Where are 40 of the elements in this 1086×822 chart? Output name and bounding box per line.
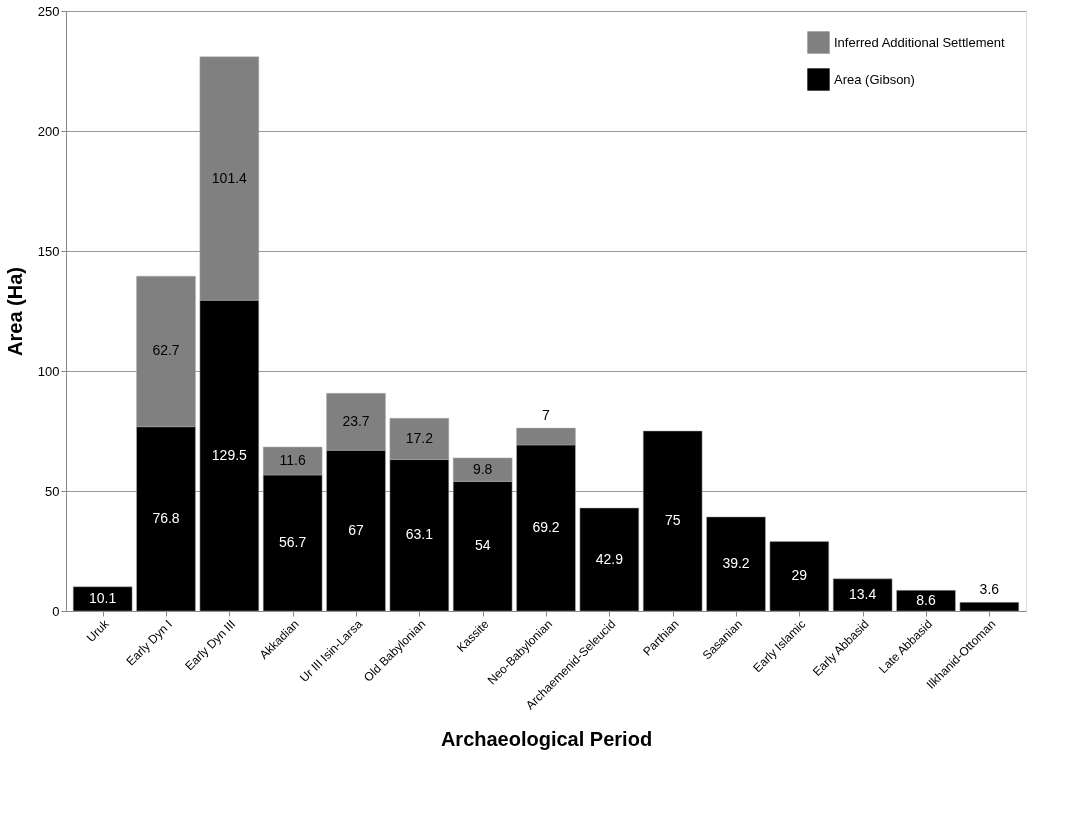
data-label: 23.7 xyxy=(342,412,370,429)
data-label: 8.6 xyxy=(916,591,936,608)
y-tick-label: 250 xyxy=(37,3,60,19)
data-label: 56.7 xyxy=(279,533,307,550)
bar xyxy=(706,516,766,612)
data-label: 67 xyxy=(348,521,364,538)
data-label: 13.4 xyxy=(849,585,877,602)
data-label: 54 xyxy=(474,537,491,554)
legend-label: Inferred Additional Settlement xyxy=(834,34,1005,50)
data-label: 9.8 xyxy=(472,460,493,477)
bar xyxy=(72,586,133,612)
x-axis-title: Archaeological Period xyxy=(440,727,653,750)
y-tick-label: 150 xyxy=(37,243,60,259)
data-label: 69.2 xyxy=(532,518,560,535)
y-axis-title: Area (Ha) xyxy=(3,267,26,356)
data-label: 76.8 xyxy=(152,509,180,526)
data-label: 29 xyxy=(791,567,808,584)
data-label: 75 xyxy=(664,512,681,528)
data-label: 3.6 xyxy=(979,581,1000,598)
legend-label: Area (Gibson) xyxy=(834,71,915,87)
bar xyxy=(896,590,956,612)
bar xyxy=(579,507,640,612)
data-label: 7 xyxy=(542,407,551,424)
bar xyxy=(642,430,703,612)
data-label: 11.6 xyxy=(279,452,306,468)
bar xyxy=(832,578,893,612)
bar xyxy=(959,602,1020,612)
data-label: 39.2 xyxy=(722,554,750,571)
data-label: 17.2 xyxy=(405,429,434,446)
data-label: 63.1 xyxy=(405,526,434,543)
y-tick-label: 100 xyxy=(37,363,60,379)
y-tick-label: 50 xyxy=(45,483,60,499)
data-label: 42.9 xyxy=(595,550,624,567)
data-label: 129.5 xyxy=(211,446,248,463)
data-label: 101.4 xyxy=(211,169,248,186)
data-label: 62.7 xyxy=(152,342,180,359)
data-label: 10.1 xyxy=(89,589,117,606)
y-tick-label: 200 xyxy=(37,123,60,139)
y-tick-label: 0 xyxy=(52,603,60,619)
bar xyxy=(769,541,830,612)
